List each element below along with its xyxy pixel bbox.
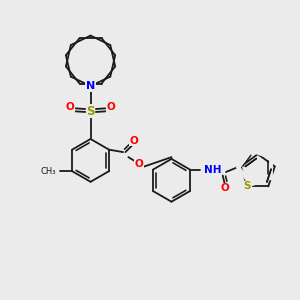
Text: S: S bbox=[86, 105, 95, 118]
Text: O: O bbox=[221, 183, 230, 193]
Text: O: O bbox=[107, 102, 116, 112]
Text: NH: NH bbox=[204, 165, 222, 175]
Text: CH₃: CH₃ bbox=[40, 167, 56, 176]
Text: O: O bbox=[65, 102, 74, 112]
Text: O: O bbox=[134, 159, 143, 169]
Text: O: O bbox=[129, 136, 138, 146]
Text: S: S bbox=[244, 182, 251, 191]
Text: N: N bbox=[86, 81, 95, 91]
